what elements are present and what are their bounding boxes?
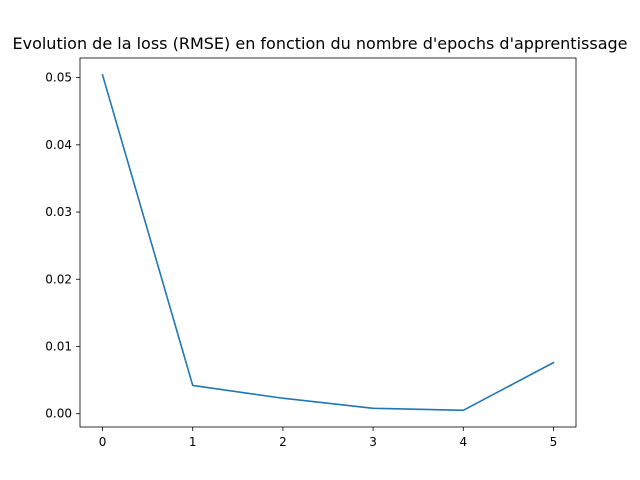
y-tick-label: 0.02 (45, 272, 72, 286)
x-tick-label: 1 (189, 435, 197, 449)
y-axis-ticks: 0.00 0.01 0.02 0.03 0.04 0.05 (45, 71, 80, 421)
chart-title: Evolution de la loss (RMSE) en fonction … (12, 34, 627, 53)
y-tick-label: 0.00 (45, 407, 72, 421)
y-tick-label: 0.03 (45, 205, 72, 219)
x-tick-label: 4 (459, 435, 467, 449)
y-tick-label: 0.01 (45, 339, 72, 353)
x-tick-label: 0 (99, 435, 107, 449)
plot-frame (79, 57, 577, 428)
y-tick-label: 0.04 (45, 138, 72, 152)
series-layer (101, 73, 555, 412)
x-tick-label: 3 (369, 435, 377, 449)
x-tick-label: 2 (279, 435, 287, 449)
y-tick-label: 0.05 (45, 71, 72, 85)
series-line (101, 73, 555, 412)
x-tick-label: 5 (550, 435, 558, 449)
x-axis-ticks: 0 1 2 3 4 5 (99, 427, 558, 449)
